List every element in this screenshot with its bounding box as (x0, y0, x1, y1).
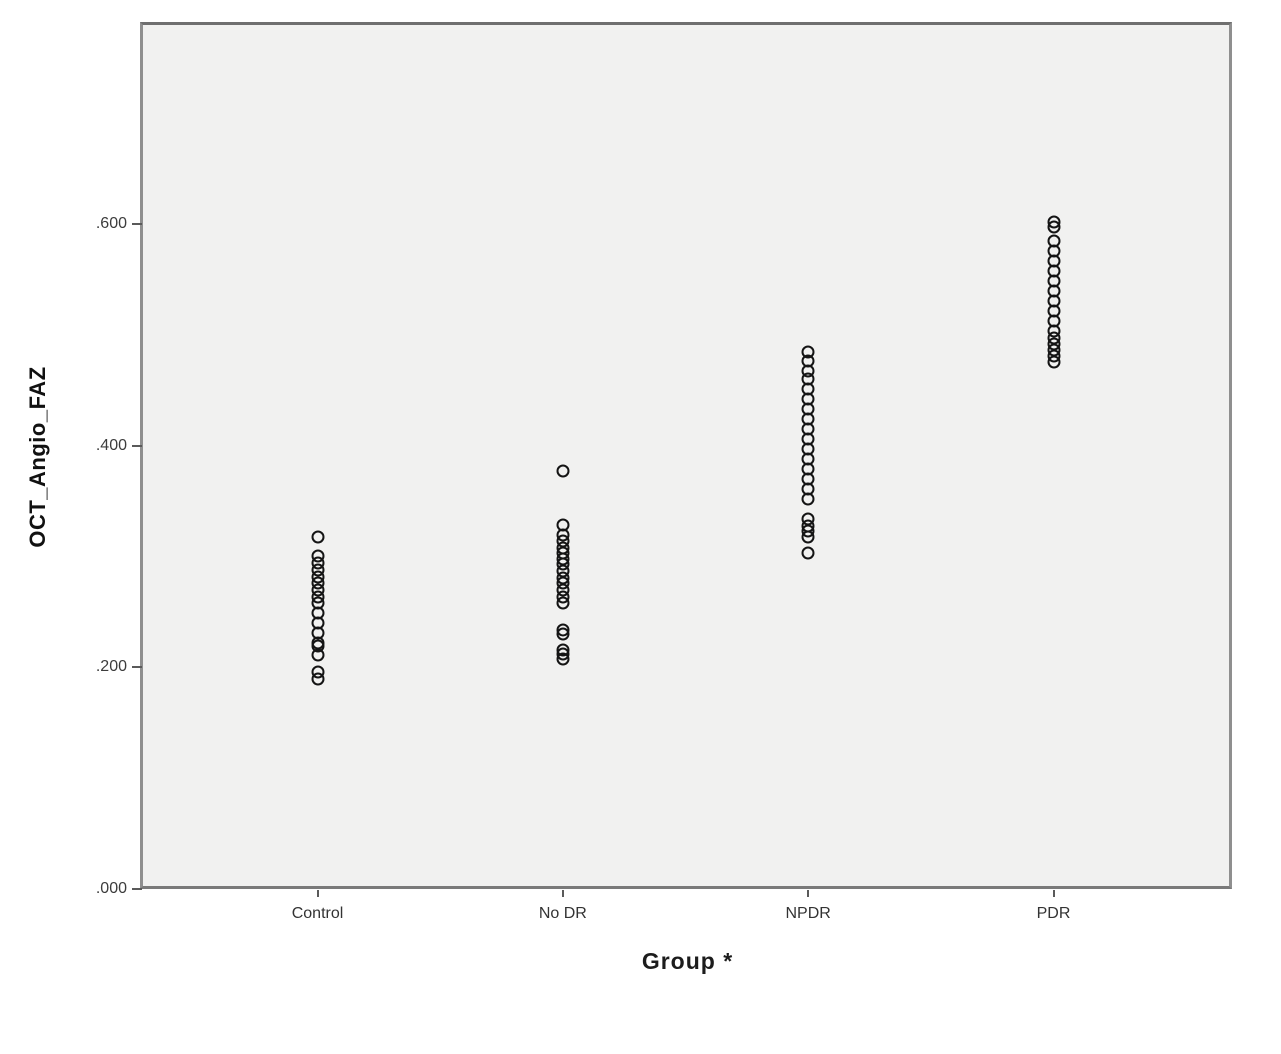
data-point (1047, 215, 1060, 229)
data-point (556, 623, 570, 637)
y-tick-mark (132, 666, 142, 669)
data-point (311, 530, 325, 544)
x-tick-mark (316, 890, 319, 897)
data-point (556, 643, 570, 657)
data-point (1047, 234, 1060, 248)
x-category-label: NPDR (785, 905, 831, 922)
y-tick-mark (132, 223, 142, 226)
data-point (556, 518, 570, 532)
y-tick-label: .600 (95, 215, 127, 233)
y-tick-label: .200 (95, 658, 127, 676)
y-tick-label: .000 (95, 880, 127, 897)
x-tick-mark (561, 890, 564, 897)
x-category-label: Control (291, 905, 344, 922)
data-point (801, 546, 815, 560)
y-tick-label: .400 (95, 436, 127, 454)
data-point (311, 665, 325, 679)
x-tick-mark (1052, 890, 1055, 897)
x-category-label: PDR (1036, 905, 1071, 922)
data-point (801, 512, 815, 526)
data-point (311, 549, 325, 563)
x-axis-title: Group * (641, 948, 734, 974)
data-point (556, 464, 570, 478)
y-tick-mark (132, 888, 142, 890)
plot-area (140, 22, 1232, 889)
x-category-label: No DR (538, 905, 587, 922)
data-point (801, 345, 815, 359)
y-tick-mark (132, 444, 142, 447)
x-tick-mark (807, 890, 810, 897)
